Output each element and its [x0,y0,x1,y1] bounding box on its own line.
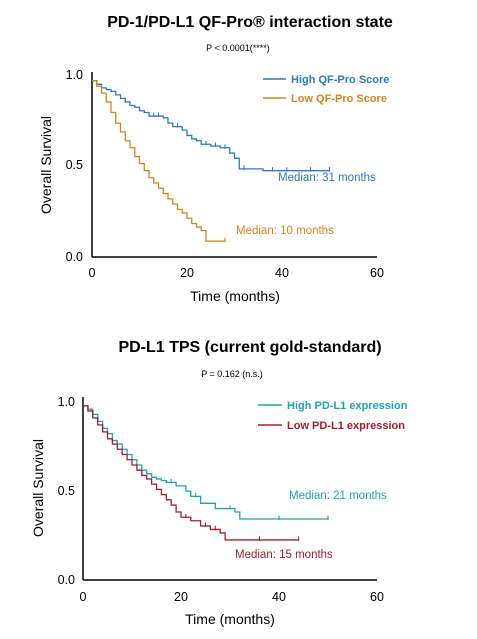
x-axis-label: Time (months) [190,288,280,304]
x-tick-label: 40 [272,590,286,604]
legend-label: Low QF-Pro Score [291,93,387,105]
axes [82,397,377,581]
p-value-label: P = 0.162 (n.s.) [201,369,263,379]
y-tick-label: 0.0 [66,250,83,264]
axes [91,72,377,258]
x-tick-label: 20 [180,266,194,280]
chart-title: PD-1/PD-L1 QF-Pro® interaction state [107,14,393,31]
x-tick-label: 40 [275,266,289,280]
legend: High PD-L1 expression Low PD-L1 expressi… [258,400,408,432]
x-tick-label: 0 [89,266,96,280]
series-1 [83,405,300,541]
series-layer [83,405,329,541]
y-ticks: 0.0 0.5 1.0 [58,395,75,587]
x-tick-label: 60 [370,590,384,604]
x-tick-label: 0 [80,590,87,604]
legend-label: High PD-L1 expression [287,400,408,412]
legend-label: Low PD-L1 expression [287,420,405,432]
y-tick-label: 0.0 [58,573,75,587]
survival-curve [92,80,330,172]
p-value-label: P < 0.0001(****) [206,43,270,53]
series-1 [92,80,226,243]
x-ticks: 0 20 40 60 [80,590,384,604]
x-tick-label: 60 [370,266,384,280]
median-annotation: Median: 31 months [278,172,376,184]
chart-title: PD-L1 TPS (current gold-standard) [118,339,381,356]
survival-curve [83,405,299,541]
median-annotation: Median: 10 months [236,225,334,237]
x-axis-label: Time (months) [185,611,275,627]
y-tick-label: 0.5 [58,484,75,498]
survival-curve [83,405,328,520]
median-annotation: Median: 15 months [235,549,333,561]
series-0 [83,405,329,520]
series-layer [92,80,331,243]
x-tick-label: 20 [174,590,188,604]
survival-curve [92,80,225,242]
y-ticks: 0.0 0.5 1.0 [66,68,83,264]
y-tick-label: 1.0 [58,395,75,409]
legend: High QF-Pro Score Low QF-Pro Score [263,74,389,105]
y-axis-label: Overall Survival [38,116,54,214]
legend-label: High QF-Pro Score [291,74,389,86]
y-axis-label: Overall Survival [30,439,46,537]
chart-pd-l1-tps: PD-L1 TPS (current gold-standard) P = 0.… [30,339,408,627]
y-tick-label: 1.0 [66,68,83,82]
x-ticks: 0 20 40 60 [89,266,384,280]
series-0 [92,80,331,172]
chart-qf-pro: PD-1/PD-L1 QF-Pro® interaction state P <… [38,14,393,304]
median-annotation: Median: 21 months [289,490,387,502]
y-tick-label: 0.5 [66,158,83,172]
